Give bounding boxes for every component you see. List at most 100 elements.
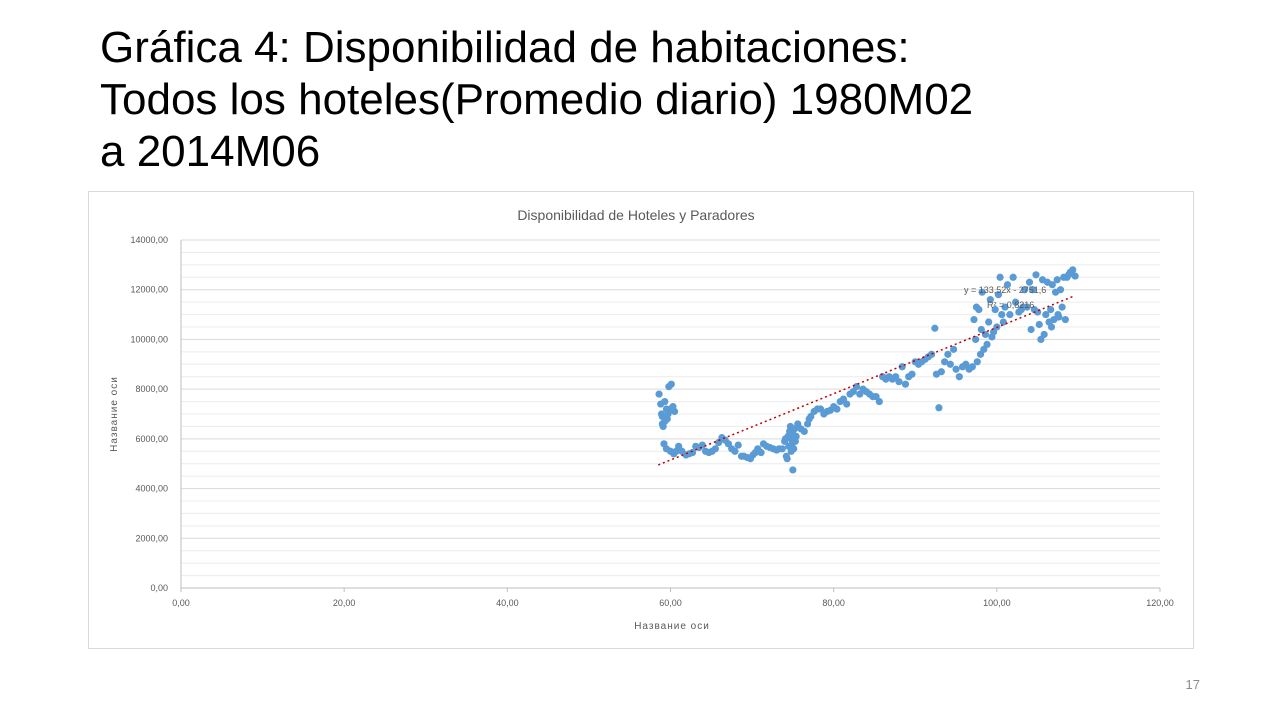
x-axis-title: Название оси bbox=[634, 621, 710, 632]
data-point bbox=[983, 340, 991, 348]
y-tick-label: 8000,00 bbox=[135, 384, 168, 394]
data-point bbox=[789, 466, 797, 474]
data-point bbox=[1042, 310, 1050, 319]
data-point bbox=[666, 405, 675, 413]
data-point bbox=[1058, 303, 1066, 311]
data-point bbox=[937, 368, 945, 376]
chart-container: 0,00 20,00 40,00 60,00 80,00 100,00 120,00 0,00… bbox=[88, 191, 1194, 649]
data-point bbox=[657, 410, 666, 418]
data-point bbox=[935, 404, 943, 412]
data-point bbox=[1009, 273, 1017, 281]
data-point bbox=[978, 288, 986, 296]
y-tick-label: 6000,00 bbox=[135, 434, 168, 444]
data-point bbox=[800, 427, 808, 435]
y-tick-label: 14000,00 bbox=[130, 235, 168, 245]
data-point bbox=[1032, 271, 1040, 279]
trendline-r-squared: R² = 0,8216 bbox=[987, 300, 1034, 310]
data-point bbox=[843, 400, 851, 408]
data-point bbox=[955, 373, 963, 381]
data-point bbox=[1003, 281, 1012, 289]
data-point bbox=[1056, 286, 1065, 294]
data-point bbox=[1019, 303, 1027, 311]
data-point bbox=[1053, 276, 1061, 284]
data-point bbox=[1001, 303, 1009, 311]
data-point bbox=[944, 350, 952, 358]
x-tick-label: 120,00 bbox=[1146, 598, 1174, 608]
data-point bbox=[698, 441, 706, 449]
data-point bbox=[1020, 286, 1029, 294]
data-point bbox=[1027, 325, 1035, 334]
data-point bbox=[655, 390, 663, 398]
data-point bbox=[999, 318, 1007, 326]
data-point bbox=[1071, 272, 1079, 280]
data-point bbox=[968, 363, 976, 371]
data-point bbox=[787, 447, 795, 455]
data-point bbox=[757, 448, 765, 457]
trendline-equation: y = 133,52x - 2751,6 bbox=[964, 285, 1046, 295]
page-number: 17 bbox=[1185, 677, 1200, 692]
data-point bbox=[927, 350, 936, 358]
data-point bbox=[1048, 281, 1056, 289]
y-tick-label: 4000,00 bbox=[135, 484, 168, 494]
data-point bbox=[991, 306, 999, 314]
data-point bbox=[731, 447, 739, 455]
data-point bbox=[783, 455, 791, 463]
slide-title-line-3: a 2014M06 bbox=[100, 127, 321, 176]
y-axis-title: Название оси bbox=[109, 376, 120, 452]
x-tick-label: 60,00 bbox=[659, 598, 682, 608]
data-point bbox=[1054, 310, 1062, 319]
data-point bbox=[973, 358, 981, 366]
data-point bbox=[949, 345, 958, 353]
data-point bbox=[901, 380, 910, 388]
data-point bbox=[667, 380, 675, 388]
x-tick-label: 0,00 bbox=[172, 598, 190, 608]
data-point bbox=[1035, 320, 1043, 329]
data-point bbox=[833, 405, 841, 413]
data-point bbox=[1006, 310, 1014, 319]
data-point bbox=[998, 310, 1006, 319]
data-point bbox=[1047, 323, 1056, 331]
y-tick-label: 10000,00 bbox=[130, 334, 168, 344]
scatter-chart: 0,00 20,00 40,00 60,00 80,00 100,00 120,00 0,00… bbox=[109, 207, 1174, 632]
data-point bbox=[734, 441, 742, 449]
y-tick-label: 12000,00 bbox=[130, 285, 168, 295]
data-points bbox=[655, 266, 1079, 474]
data-point bbox=[895, 378, 903, 386]
data-point bbox=[1069, 266, 1077, 274]
data-point bbox=[908, 370, 916, 378]
x-tick-label: 100,00 bbox=[983, 598, 1011, 608]
x-tick-label: 20,00 bbox=[333, 598, 356, 608]
data-point bbox=[970, 315, 978, 324]
data-point bbox=[981, 330, 990, 339]
data-point bbox=[875, 397, 883, 406]
chart-title: Disponibilidad de Hoteles y Paradores bbox=[517, 207, 754, 223]
slide-title-line-2: Todos los hoteles(Promedio diario) 1980M… bbox=[100, 75, 974, 124]
data-point bbox=[1040, 330, 1048, 339]
data-point bbox=[977, 325, 985, 334]
data-point bbox=[1011, 298, 1020, 306]
data-point bbox=[994, 291, 1003, 299]
data-point bbox=[792, 432, 800, 440]
data-point bbox=[1029, 286, 1037, 294]
data-point bbox=[778, 445, 786, 453]
data-point bbox=[985, 318, 993, 326]
data-point bbox=[972, 335, 980, 344]
x-tick-label: 40,00 bbox=[496, 598, 519, 608]
data-point bbox=[663, 415, 671, 423]
data-point bbox=[946, 360, 954, 368]
y-tick-label: 0,00 bbox=[150, 583, 168, 593]
axes bbox=[180, 240, 1161, 592]
data-point bbox=[996, 273, 1004, 281]
data-point bbox=[1061, 315, 1069, 324]
data-point bbox=[711, 445, 719, 453]
tick-labels: 0,00 20,00 40,00 60,00 80,00 100,00 120,00 0,00… bbox=[130, 235, 1173, 608]
data-point bbox=[852, 383, 861, 391]
data-point bbox=[1047, 306, 1055, 314]
data-point bbox=[952, 365, 960, 373]
data-point bbox=[688, 448, 697, 457]
slide-title: Gráfica 4: Disponibilidad de habitacione… bbox=[100, 22, 1200, 178]
data-point bbox=[661, 397, 669, 406]
data-point bbox=[931, 324, 939, 332]
data-point bbox=[941, 358, 949, 366]
data-point bbox=[986, 296, 994, 304]
